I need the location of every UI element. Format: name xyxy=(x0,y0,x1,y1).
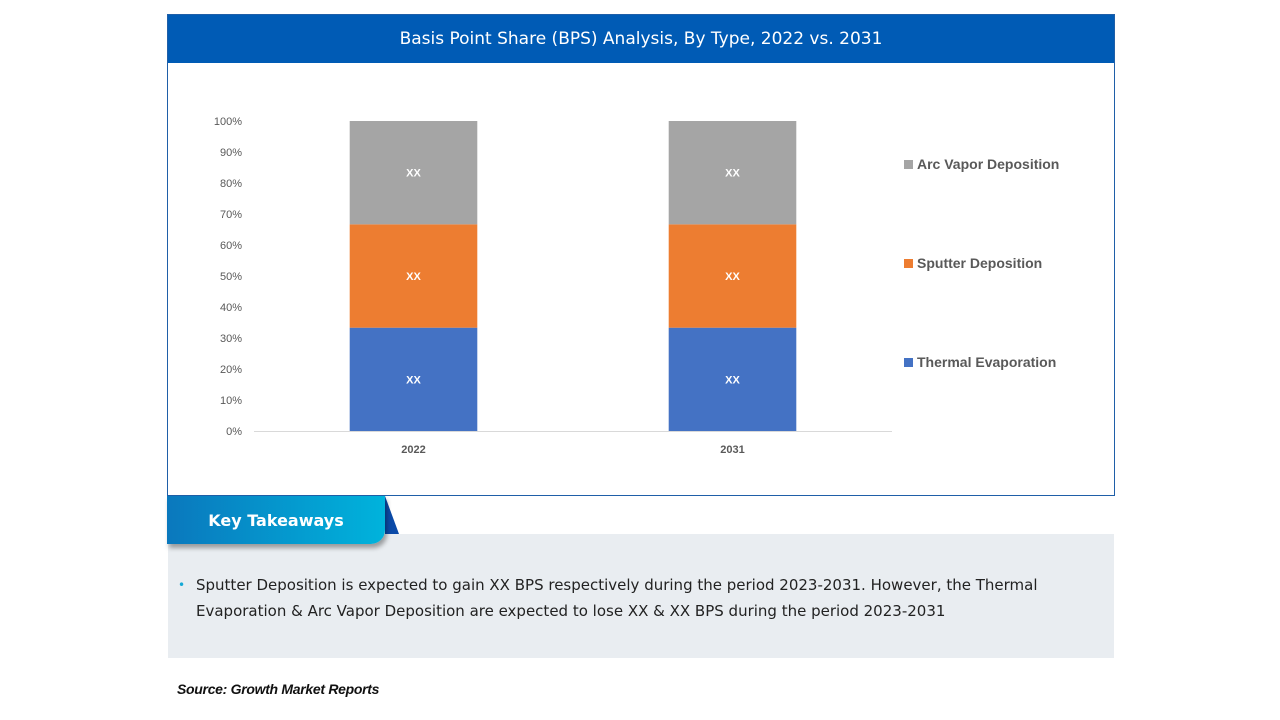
y-tick-label: 90% xyxy=(220,147,242,159)
bar-segment-thermal-evaporation-2022 xyxy=(349,327,478,431)
data-label: XX xyxy=(406,374,421,386)
key-takeaways-box: • Sputter Deposition is expected to gain … xyxy=(168,534,1114,658)
legend: Arc Vapor Deposition Sputter Deposition Th… xyxy=(904,156,1059,370)
stacked-bar-chart: 0%10%20%30%40%50%60%70%80%90%100% XXXXXX… xyxy=(214,116,1060,456)
data-label: XX xyxy=(725,271,740,283)
y-tick-label: 60% xyxy=(220,240,242,252)
bar-segment-arc-vapor-deposition-2022 xyxy=(349,121,478,225)
bar-segment-thermal-evaporation-2031 xyxy=(668,327,797,431)
y-tick-label: 50% xyxy=(220,271,242,283)
tab-accent-triangle xyxy=(385,496,399,534)
legend-item: Arc Vapor Deposition xyxy=(904,156,1059,172)
bars: XX XX XX XX XX XX xyxy=(349,121,797,431)
legend-label: Arc Vapor Deposition xyxy=(917,156,1059,172)
takeaway-item: • Sputter Deposition is expected to gain … xyxy=(178,572,1116,624)
bar-segment-sputter-deposition-2022 xyxy=(349,224,478,328)
legend-item: Sputter Deposition xyxy=(904,255,1042,271)
x-tick-label: 2031 xyxy=(720,444,744,456)
y-tick-label: 40% xyxy=(220,302,242,314)
chart-title: Basis Point Share (BPS) Analysis, By Typ… xyxy=(168,15,1114,63)
legend-label: Thermal Evaporation xyxy=(917,354,1056,370)
legend-swatch xyxy=(904,358,913,367)
legend-label: Sputter Deposition xyxy=(917,255,1042,271)
y-tick-label: 30% xyxy=(220,333,242,345)
legend-swatch xyxy=(904,259,913,268)
y-tick-label: 0% xyxy=(226,426,242,438)
data-label: XX xyxy=(725,374,740,386)
key-takeaways-tab: Key Takeaways xyxy=(167,496,385,544)
y-tick-label: 10% xyxy=(220,395,242,407)
bullet-icon: • xyxy=(178,578,186,592)
data-label: XX xyxy=(406,168,421,180)
data-label: XX xyxy=(725,168,740,180)
y-axis: 0% 10% 20% 30% 40% 50% 60% 70% 80% 90% 100% xyxy=(214,116,242,438)
takeaways-list: • Sputter Deposition is expected to gain … xyxy=(178,572,1116,624)
x-tick-label: 2022 xyxy=(401,444,425,456)
y-tick-label: 70% xyxy=(220,209,242,221)
bar-segment-sputter-deposition-2031 xyxy=(668,224,797,328)
bar-segment-arc-vapor-deposition-2031 xyxy=(668,121,797,225)
legend-item: Thermal Evaporation xyxy=(904,354,1056,370)
y-tick-label: 100% xyxy=(214,116,242,128)
source-note: Source: Growth Market Reports xyxy=(177,681,380,697)
chart-panel: Basis Point Share (BPS) Analysis, By Typ… xyxy=(167,14,1115,496)
y-tick-label: 20% xyxy=(220,364,242,376)
legend-swatch xyxy=(904,160,913,169)
data-label: XX xyxy=(406,271,421,283)
y-tick-label: 80% xyxy=(220,178,242,190)
takeaway-text: Sputter Deposition is expected to gain X… xyxy=(196,576,1038,620)
key-takeaways-heading: Key Takeaways xyxy=(208,510,344,530)
x-axis: 2022 2031 xyxy=(401,444,744,456)
